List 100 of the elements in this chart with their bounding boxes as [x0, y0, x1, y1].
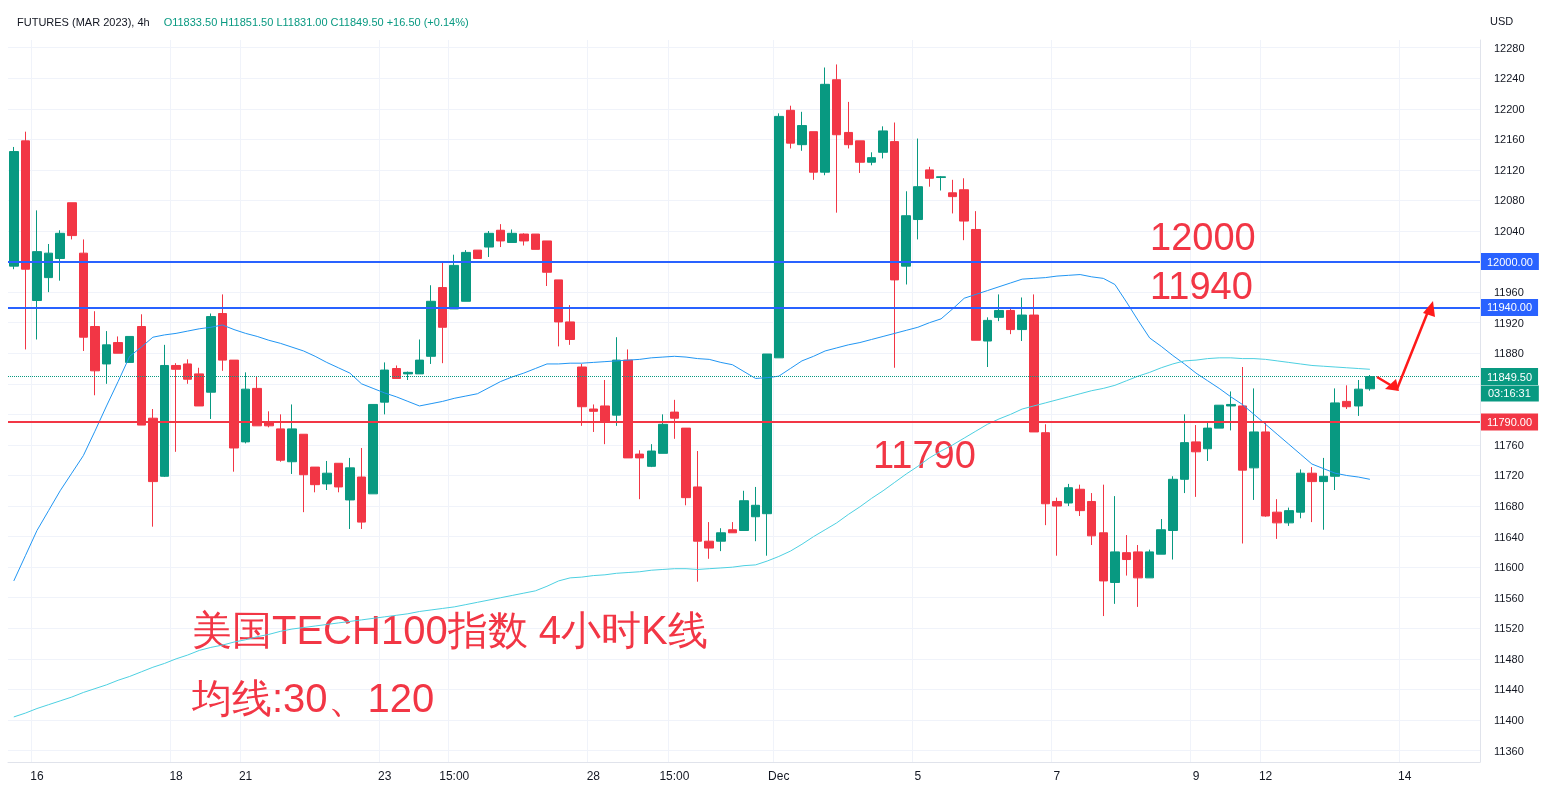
candlestick — [113, 335, 123, 354]
candlestick — [948, 179, 957, 214]
candlestick — [751, 486, 760, 542]
x-tick-label: 15:00 — [439, 769, 470, 783]
y-tick-label: 11960 — [1494, 286, 1524, 299]
candlestick — [1203, 422, 1212, 462]
annotation: 均线:30、120 — [191, 676, 435, 720]
candlestick — [287, 403, 297, 475]
x-tick-label: 7 — [1053, 769, 1061, 783]
y-tick-label: 11680 — [1494, 500, 1524, 513]
candlestick — [901, 190, 911, 285]
y-tick-label: 11880 — [1494, 347, 1524, 360]
line-series — [13, 357, 1371, 718]
candlestick — [994, 293, 1004, 322]
candlestick — [693, 450, 702, 583]
candlestick — [1191, 424, 1201, 498]
candlestick — [844, 101, 853, 149]
candlestick — [786, 105, 795, 149]
candlestick — [426, 284, 436, 365]
x-tick-label: 12 — [1258, 769, 1273, 783]
y-tick-label: 12160 — [1494, 133, 1525, 146]
candlestick — [496, 223, 505, 248]
candlestick — [554, 279, 563, 347]
candlestick — [936, 175, 946, 192]
y-tick-label: 11920 — [1494, 316, 1524, 329]
candlestick — [1249, 387, 1259, 501]
candlestick — [716, 527, 726, 552]
candlestick — [125, 335, 134, 363]
candlestick — [67, 202, 77, 240]
x-tick-label: 18 — [169, 769, 184, 783]
y-tick-label: 11720 — [1494, 469, 1524, 482]
y-tick-label: 11400 — [1494, 713, 1524, 726]
candlestick — [1214, 404, 1224, 429]
candlestick — [9, 146, 19, 270]
y-tick-label: 11520 — [1494, 622, 1524, 635]
candlestick — [855, 140, 865, 174]
candlestick — [1354, 379, 1363, 417]
candlestick — [1342, 384, 1351, 410]
candlestick — [473, 249, 482, 260]
candlestick — [867, 151, 876, 166]
candlestick — [681, 427, 691, 506]
candlestick — [890, 122, 899, 369]
candlestick — [507, 228, 517, 243]
candlestick — [1017, 296, 1027, 342]
candlestick — [959, 177, 969, 241]
candlestick — [658, 413, 668, 454]
candlestick — [1110, 495, 1120, 605]
candlestick — [797, 111, 807, 152]
candlestick — [194, 367, 204, 407]
x-tick-label: Dec — [768, 769, 790, 783]
y-tick-label: 11560 — [1494, 591, 1524, 604]
y-tick-label: 12040 — [1494, 225, 1525, 238]
candlestick — [1272, 498, 1282, 540]
y-tick-label: 12080 — [1494, 194, 1525, 207]
candlestick — [913, 138, 923, 240]
x-tick-label: 21 — [238, 769, 253, 783]
candlestick — [310, 466, 320, 493]
candlestick — [774, 112, 784, 359]
candlestick — [438, 261, 447, 364]
candlestick — [1284, 507, 1294, 527]
y-tick-label: 11440 — [1494, 683, 1524, 696]
candlestick — [739, 490, 749, 531]
candlestick — [44, 243, 53, 293]
line-series — [13, 274, 1371, 582]
candlestick — [809, 131, 818, 181]
candlestick — [542, 240, 552, 287]
candlestick — [728, 521, 737, 534]
candlestick — [322, 460, 332, 491]
candlestick — [635, 449, 644, 500]
candlestick — [1075, 484, 1085, 517]
candlestick — [1006, 307, 1015, 335]
chart-title: FUTURES (MAR 2023), 4h — [17, 15, 150, 28]
candlestick — [1052, 497, 1062, 557]
candlestick — [1133, 544, 1143, 608]
candlestick — [79, 238, 88, 352]
y-tick-label: 12240 — [1494, 72, 1525, 85]
candlestick — [449, 254, 459, 310]
candlestick — [461, 249, 471, 302]
ref-line-label: 11849.50 — [1487, 370, 1533, 383]
candlestick — [820, 67, 830, 176]
y-tick-label: 12200 — [1494, 102, 1525, 115]
candlestick — [1296, 468, 1305, 519]
candlestick — [32, 209, 42, 340]
y-tick-label: 12120 — [1494, 163, 1525, 176]
candlestick — [925, 166, 934, 188]
y-tick-label: 11600 — [1494, 561, 1524, 574]
ref-line-label: 11940.00 — [1487, 301, 1533, 314]
candlestick — [484, 230, 494, 258]
candlestick — [345, 457, 355, 530]
candlestick — [983, 316, 992, 368]
candlestick — [1319, 457, 1328, 531]
candlestick — [1168, 475, 1178, 561]
y-tick-label: 11480 — [1494, 652, 1524, 665]
candlestick — [1145, 549, 1154, 579]
candlestick — [357, 447, 366, 530]
y-tick-label: 11760 — [1494, 438, 1524, 451]
x-tick-label: 15:00 — [659, 769, 690, 783]
text: 03:16:31 — [1488, 387, 1531, 400]
candlestick — [1064, 483, 1073, 507]
x-tick-label: 9 — [1192, 769, 1200, 783]
